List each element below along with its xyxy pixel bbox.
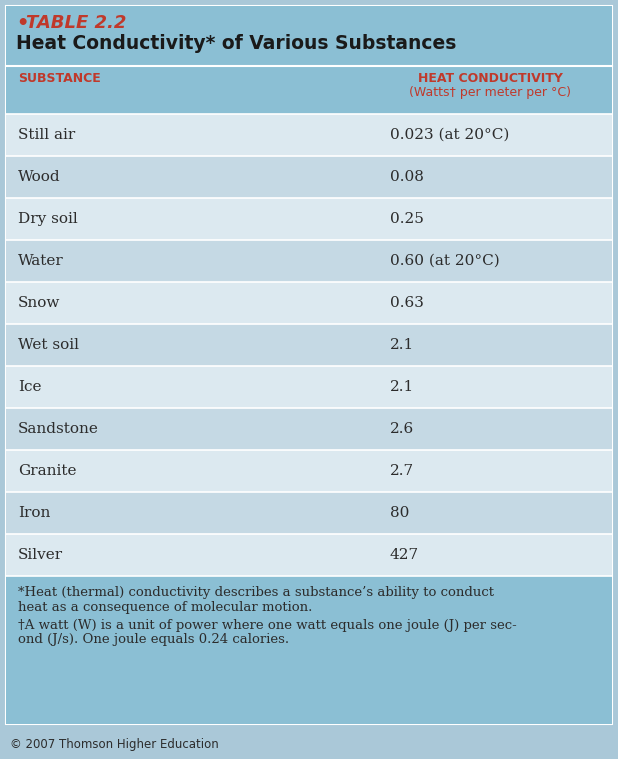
FancyBboxPatch shape: [6, 6, 612, 66]
FancyBboxPatch shape: [6, 324, 612, 366]
Text: (Watts† per meter per °C): (Watts† per meter per °C): [409, 86, 571, 99]
FancyBboxPatch shape: [6, 198, 612, 240]
FancyBboxPatch shape: [6, 282, 612, 324]
FancyBboxPatch shape: [6, 240, 612, 282]
Text: Snow: Snow: [18, 296, 61, 310]
Text: TABLE 2.2: TABLE 2.2: [26, 14, 126, 32]
FancyBboxPatch shape: [6, 492, 612, 534]
Text: Sandstone: Sandstone: [18, 422, 99, 436]
Text: 2.7: 2.7: [390, 464, 414, 478]
Text: © 2007 Thomson Higher Education: © 2007 Thomson Higher Education: [10, 738, 219, 751]
Text: 80: 80: [390, 506, 409, 520]
Text: 2.1: 2.1: [390, 380, 414, 394]
Text: Ice: Ice: [18, 380, 41, 394]
Text: 0.60 (at 20°C): 0.60 (at 20°C): [390, 254, 500, 268]
FancyBboxPatch shape: [6, 156, 612, 198]
Text: •: •: [16, 14, 28, 33]
Text: Iron: Iron: [18, 506, 51, 520]
Text: 0.25: 0.25: [390, 212, 424, 226]
Text: Heat Conductivity* of Various Substances: Heat Conductivity* of Various Substances: [16, 34, 456, 53]
Text: 427: 427: [390, 548, 419, 562]
Text: Wood: Wood: [18, 170, 61, 184]
FancyBboxPatch shape: [6, 114, 612, 156]
FancyBboxPatch shape: [6, 534, 612, 576]
Text: HEAT CONDUCTIVITY: HEAT CONDUCTIVITY: [418, 72, 562, 85]
FancyBboxPatch shape: [6, 66, 612, 114]
Text: ond (J/s). One joule equals 0.24 calories.: ond (J/s). One joule equals 0.24 calorie…: [18, 634, 289, 647]
Text: 2.6: 2.6: [390, 422, 414, 436]
Text: SUBSTANCE: SUBSTANCE: [18, 72, 101, 85]
FancyBboxPatch shape: [6, 366, 612, 408]
Text: heat as a consequence of molecular motion.: heat as a consequence of molecular motio…: [18, 600, 312, 613]
Text: Water: Water: [18, 254, 64, 268]
FancyBboxPatch shape: [6, 450, 612, 492]
Text: *Heat (thermal) conductivity describes a substance’s ability to conduct: *Heat (thermal) conductivity describes a…: [18, 586, 494, 599]
FancyBboxPatch shape: [6, 6, 612, 724]
FancyBboxPatch shape: [6, 576, 612, 724]
Text: 0.08: 0.08: [390, 170, 424, 184]
Text: Wet soil: Wet soil: [18, 338, 79, 352]
Text: 0.023 (at 20°C): 0.023 (at 20°C): [390, 128, 509, 142]
Text: Granite: Granite: [18, 464, 77, 478]
Text: Silver: Silver: [18, 548, 63, 562]
Text: Dry soil: Dry soil: [18, 212, 78, 226]
FancyBboxPatch shape: [6, 408, 612, 450]
Text: Still air: Still air: [18, 128, 75, 142]
Text: †A watt (W) is a unit of power where one watt equals one joule (J) per sec-: †A watt (W) is a unit of power where one…: [18, 619, 517, 632]
Text: 2.1: 2.1: [390, 338, 414, 352]
Text: 0.63: 0.63: [390, 296, 424, 310]
